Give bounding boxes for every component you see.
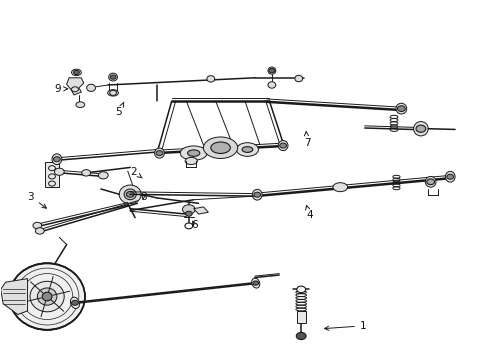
Circle shape: [53, 157, 60, 162]
Circle shape: [185, 223, 193, 229]
Circle shape: [397, 106, 405, 112]
Ellipse shape: [396, 103, 407, 114]
Ellipse shape: [109, 73, 118, 81]
Circle shape: [35, 228, 44, 234]
Text: 1: 1: [324, 321, 367, 331]
Circle shape: [253, 281, 259, 285]
Polygon shape: [45, 162, 59, 187]
Circle shape: [156, 150, 163, 156]
Text: 6: 6: [191, 220, 198, 230]
Ellipse shape: [207, 76, 215, 82]
Ellipse shape: [87, 84, 96, 91]
Ellipse shape: [9, 264, 85, 330]
Circle shape: [296, 332, 306, 339]
Ellipse shape: [237, 143, 258, 156]
Ellipse shape: [268, 82, 276, 88]
Circle shape: [447, 174, 454, 179]
Circle shape: [54, 168, 64, 175]
Circle shape: [269, 68, 275, 73]
Ellipse shape: [242, 147, 253, 152]
Text: 9: 9: [54, 84, 68, 94]
Ellipse shape: [52, 154, 62, 165]
Ellipse shape: [445, 171, 455, 182]
Circle shape: [72, 300, 78, 305]
Ellipse shape: [119, 185, 141, 204]
Ellipse shape: [76, 102, 85, 108]
Circle shape: [110, 75, 116, 79]
Ellipse shape: [124, 189, 136, 200]
Circle shape: [33, 222, 42, 229]
Circle shape: [254, 192, 261, 197]
Ellipse shape: [188, 150, 200, 156]
Text: 4: 4: [306, 206, 313, 220]
Polygon shape: [67, 78, 84, 95]
Ellipse shape: [71, 297, 79, 309]
Circle shape: [98, 172, 108, 179]
Text: 2: 2: [130, 167, 142, 178]
Ellipse shape: [30, 281, 64, 312]
Ellipse shape: [203, 137, 238, 158]
Polygon shape: [194, 207, 208, 214]
Ellipse shape: [295, 75, 303, 82]
Circle shape: [182, 205, 195, 214]
Circle shape: [280, 143, 287, 148]
Text: 5: 5: [116, 102, 124, 117]
Polygon shape: [297, 311, 306, 323]
Circle shape: [427, 179, 435, 185]
Ellipse shape: [108, 90, 119, 96]
Ellipse shape: [185, 157, 197, 165]
Ellipse shape: [155, 148, 164, 158]
Ellipse shape: [268, 67, 276, 74]
Circle shape: [185, 211, 192, 216]
Circle shape: [126, 192, 134, 197]
Circle shape: [416, 125, 426, 132]
Ellipse shape: [37, 288, 57, 305]
Circle shape: [82, 170, 91, 176]
Ellipse shape: [211, 142, 230, 153]
Ellipse shape: [278, 140, 288, 150]
Text: 8: 8: [140, 192, 147, 202]
Ellipse shape: [72, 69, 81, 76]
Ellipse shape: [414, 122, 428, 136]
Polygon shape: [0, 279, 27, 315]
Circle shape: [74, 70, 79, 75]
Ellipse shape: [252, 278, 260, 288]
Ellipse shape: [252, 189, 262, 200]
Ellipse shape: [42, 292, 52, 301]
Text: 3: 3: [27, 192, 47, 208]
Ellipse shape: [180, 146, 207, 160]
Circle shape: [297, 286, 306, 293]
Ellipse shape: [425, 176, 436, 187]
Ellipse shape: [333, 183, 347, 192]
Text: 7: 7: [304, 131, 310, 148]
